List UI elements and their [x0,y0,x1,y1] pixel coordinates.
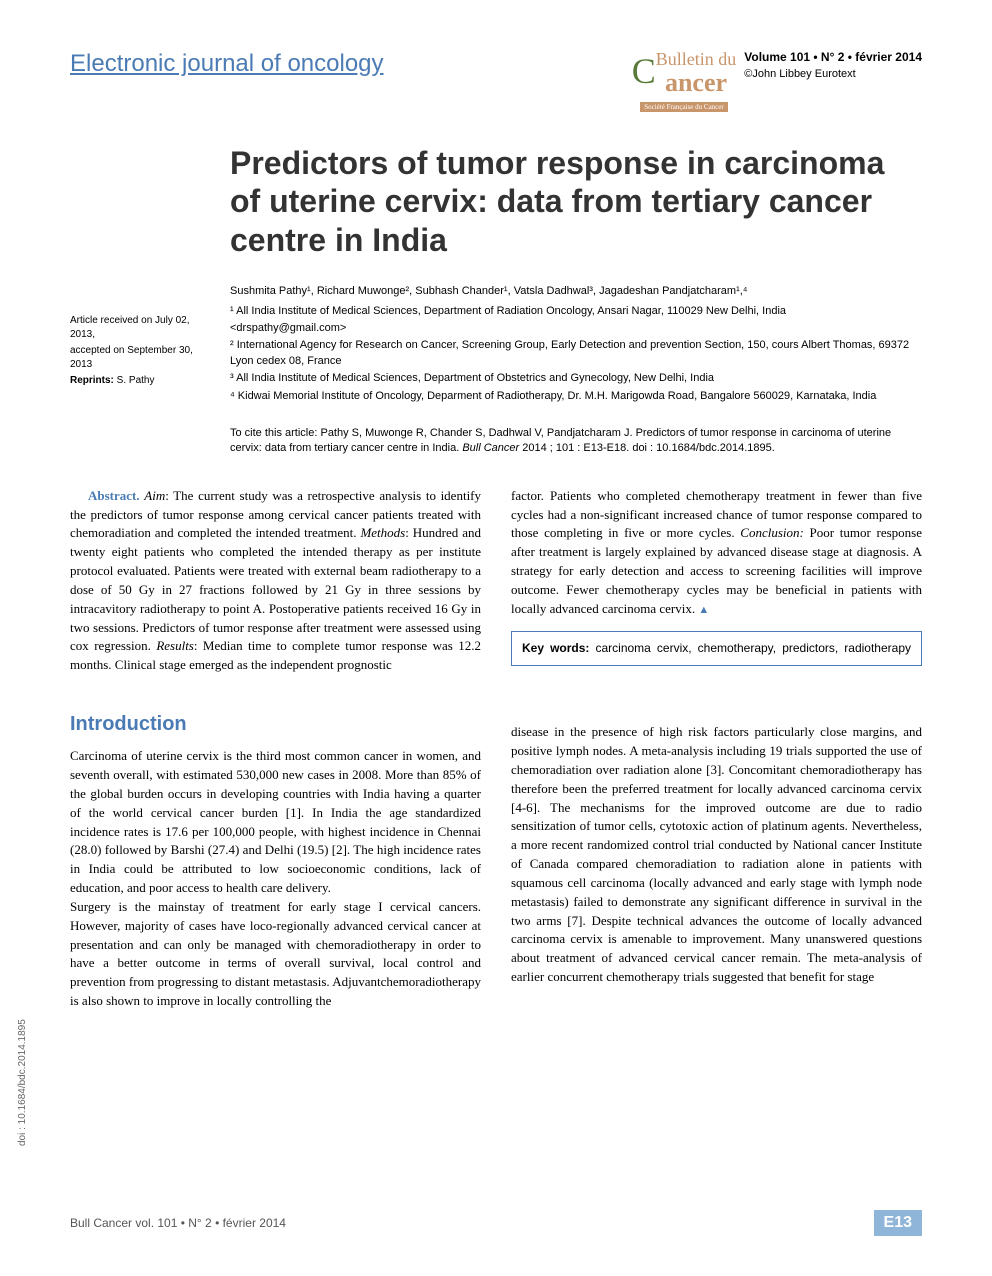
publisher-line: ©John Libbey Eurotext [744,68,922,80]
section-name: Electronic journal of oncology [70,50,384,78]
doi-sidebar: doi : 10.1684/bdc.2014.1895 [17,1019,28,1146]
keywords-label: Key words: [522,641,589,655]
intro-right-p: disease in the presence of high risk fac… [511,723,922,987]
reprints-label: Reprints: [70,375,114,386]
page-number: E13 [874,1210,922,1236]
intro-p2: Surgery is the mainstay of treatment for… [70,898,481,1011]
affiliation-1: ¹ All India Institute of Medical Science… [230,304,922,319]
journal-logo: C Bulletin du ancer Société Française du… [632,50,737,114]
affiliation-3: ³ All India Institute of Medical Science… [230,371,922,386]
introduction-heading: Introduction [70,710,481,739]
intro-p1: Carcinoma of uterine cervix is the third… [70,747,481,898]
methods-label: Methods [360,525,405,540]
abstract-left-p: Abstract. Aim: The current study was a r… [70,487,481,675]
logo-subtitle: Société Française du Cancer [640,102,728,112]
article-dates: Article received on July 02, 2013, accep… [70,284,210,406]
body-left-col: Introduction Carcinoma of uterine cervix… [70,685,481,1011]
page-header: Electronic journal of oncology C Bulleti… [70,50,922,114]
meta-block: Article received on July 02, 2013, accep… [70,284,922,406]
authors-list: Sushmita Pathy¹, Richard Muwonge², Subha… [230,284,922,299]
issue-line: Volume 101 • N° 2 • février 2014 [744,50,922,64]
abstract-right-p: factor. Patients who completed chemother… [511,487,922,619]
issue-info: Volume 101 • N° 2 • février 2014 ©John L… [744,50,922,80]
citation-text-after: 2014 ; 101 : E13-E18. doi : 10.1684/bdc.… [519,442,775,454]
received-date: Article received on July 02, 2013, [70,314,210,342]
abstract-label: Abstract. [88,488,140,503]
accepted-date: accepted on September 30, 2013 [70,344,210,372]
conclusion-label: Conclusion: [740,525,804,540]
keywords-box: Key words: carcinoma cervix, chemotherap… [511,631,922,666]
body-columns: Introduction Carcinoma of uterine cervix… [70,685,922,1011]
affiliation-2: ² International Agency for Research on C… [230,338,922,369]
abstract-right-col: factor. Patients who completed chemother… [511,487,922,675]
logo-cancer-text: ancer [665,68,727,97]
abstract-left-col: Abstract. Aim: The current study was a r… [70,487,481,675]
header-right: C Bulletin du ancer Société Française du… [632,50,922,114]
author-email: <drspathy@gmail.com> [230,321,922,336]
article-title: Predictors of tumor response in carcinom… [230,144,922,259]
reprints-name: S. Pathy [114,375,155,386]
abstract-columns: Abstract. Aim: The current study was a r… [70,487,922,675]
abstract-text-2: : Hundred and twenty eight patients who … [70,525,481,653]
end-triangle-icon: ▲ [698,604,709,616]
body-right-col: disease in the presence of high risk fac… [511,685,922,1011]
reprints-line: Reprints: S. Pathy [70,374,210,388]
citation-block: To cite this article: Pathy S, Muwonge R… [230,426,922,457]
citation-journal: Bull Cancer [462,442,519,454]
keywords-text: carcinoma cervix, chemotherapy, predicto… [589,641,911,655]
page-footer: Bull Cancer vol. 101 • N° 2 • février 20… [70,1210,922,1236]
results-label: Results [156,638,194,653]
affiliation-4: ⁴ Kidwai Memorial Institute of Oncology,… [230,389,922,404]
authors-affiliations: Sushmita Pathy¹, Richard Muwonge², Subha… [230,284,922,406]
logo-letter-c: C [632,51,656,91]
logo-bulletin-text: Bulletin du [656,49,737,69]
aim-label: Aim [144,488,165,503]
footer-journal-info: Bull Cancer vol. 101 • N° 2 • février 20… [70,1216,286,1230]
